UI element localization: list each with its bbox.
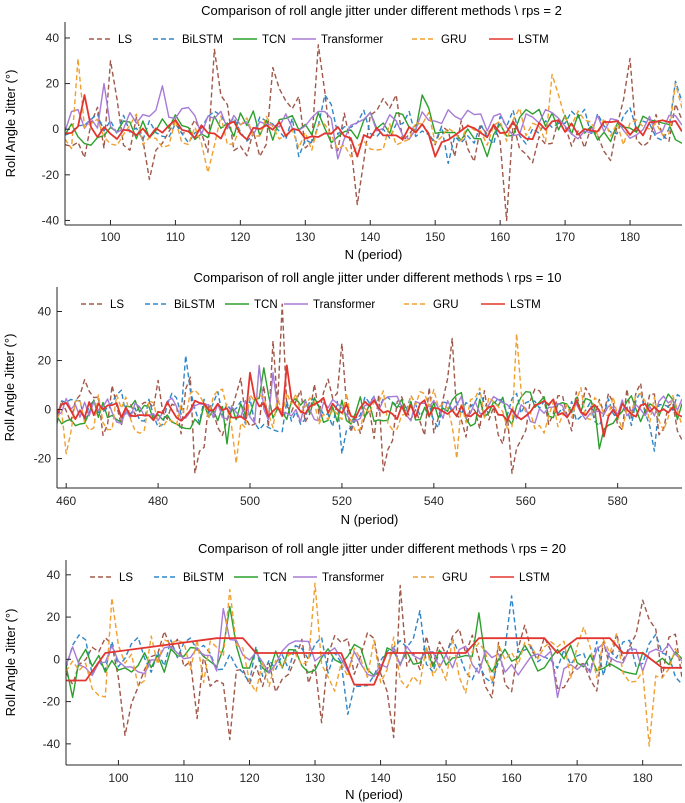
x-tick-label: 460: [56, 494, 76, 508]
series-line-lstm: [65, 94, 682, 158]
x-tick-label: 520: [332, 494, 352, 508]
series-line-transformer: [65, 82, 682, 160]
x-tick-label: 560: [516, 494, 536, 508]
legend-label-ls: LS: [110, 299, 124, 311]
x-tick-label: 100: [100, 230, 120, 244]
legend-label-tcn: TCN: [254, 299, 278, 311]
x-tick-label: 160: [502, 771, 522, 785]
y-tick-label: -20: [42, 168, 60, 182]
y-tick-label: 40: [46, 31, 60, 45]
x-tick-label: 580: [608, 494, 628, 508]
x-tick-label: 110: [166, 230, 185, 244]
chart-title: Comparison of roll angle jitter under di…: [194, 270, 562, 285]
series-line-ls: [66, 584, 682, 741]
y-tick-label: 20: [38, 354, 52, 368]
y-axis-label: Roll Angle Jitter (°): [3, 70, 18, 178]
legend-label-bilstm: BiLSTM: [174, 299, 215, 311]
y-tick-label: 20: [46, 77, 60, 91]
x-tick-label: 160: [490, 230, 510, 244]
chart-title: Comparison of roll angle jitter under di…: [201, 3, 562, 18]
x-tick-label: 120: [239, 771, 259, 785]
legend: LS BiLSTM TCN Transformer GRU LSTM: [89, 34, 549, 46]
series-line-lstm: [66, 637, 682, 686]
legend-label-transformer: Transformer: [321, 34, 383, 46]
x-tick-label: 140: [371, 771, 391, 785]
legend-label-transformer: Transformer: [322, 572, 384, 584]
x-axis-label: N (period): [345, 787, 403, 802]
series-line-transformer: [66, 607, 682, 699]
series-line-gru: [57, 332, 682, 465]
series-group: [65, 44, 682, 222]
x-tick-label: 180: [633, 771, 653, 785]
y-tick-label: 40: [38, 305, 52, 319]
series-line-gru: [66, 582, 682, 747]
x-tick-label: 100: [108, 771, 128, 785]
chart-panel-3: Comparison of roll angle jitter under di…: [3, 541, 682, 802]
x-tick-label: 170: [567, 771, 587, 785]
series-line-ls: [65, 44, 682, 222]
x-tick-label: 540: [424, 494, 444, 508]
series-line-lstm: [57, 364, 682, 438]
legend-label-lstm: LSTM: [518, 34, 549, 46]
y-tick-label: 0: [44, 403, 51, 417]
legend-label-ls: LS: [119, 572, 133, 584]
series-group: [66, 582, 682, 747]
x-tick-label: 180: [620, 230, 640, 244]
x-tick-label: 480: [148, 494, 168, 508]
x-tick-label: 170: [555, 230, 575, 244]
y-axis-label: Roll Angle Jitter (°): [3, 609, 18, 717]
legend-label-gru: GRU: [441, 34, 467, 46]
legend: LS BiLSTM TCN Transformer GRU LSTM: [90, 572, 550, 584]
series-group: [57, 303, 682, 474]
legend-label-tcn: TCN: [263, 572, 287, 584]
legend-label-ls: LS: [118, 34, 132, 46]
y-tick-label: 20: [47, 610, 61, 624]
legend-label-transformer: Transformer: [313, 299, 375, 311]
legend-label-gru: GRU: [433, 299, 459, 311]
legend-label-bilstm: BiLSTM: [182, 34, 223, 46]
x-tick-label: 120: [230, 230, 250, 244]
legend-label-gru: GRU: [442, 572, 468, 584]
x-axis-label: N (period): [345, 247, 403, 262]
series-line-transformer: [57, 364, 682, 424]
legend-label-lstm: LSTM: [510, 299, 541, 311]
y-axis-label: Roll Angle Jitter (°): [2, 334, 17, 442]
x-tick-label: 140: [360, 230, 380, 244]
series-line-ls: [57, 303, 682, 474]
y-tick-label: 0: [52, 122, 59, 136]
x-tick-label: 500: [240, 494, 260, 508]
legend-label-bilstm: BiLSTM: [183, 572, 224, 584]
legend-label-tcn: TCN: [262, 34, 286, 46]
chart-panel-2: Comparison of roll angle jitter under di…: [2, 270, 682, 527]
y-tick-label: -20: [34, 452, 52, 466]
x-tick-label: 130: [305, 771, 325, 785]
x-tick-label: 150: [436, 771, 456, 785]
y-tick-label: 0: [53, 652, 60, 666]
y-tick-label: -20: [43, 695, 61, 709]
x-tick-label: 130: [295, 230, 315, 244]
x-axis-label: N (period): [341, 512, 399, 527]
chart-title: Comparison of roll angle jitter under di…: [198, 541, 566, 556]
y-tick-label: 40: [47, 568, 61, 582]
series-line-tcn: [57, 367, 682, 450]
y-tick-label: -40: [42, 213, 60, 227]
series-line-gru: [65, 57, 682, 174]
legend: LS BiLSTM TCN Transformer GRU LSTM: [81, 299, 541, 311]
legend-label-lstm: LSTM: [519, 572, 550, 584]
chart-panel-1: Comparison of roll angle jitter under di…: [3, 3, 682, 262]
x-tick-label: 110: [174, 771, 193, 785]
series-line-bilstm: [66, 595, 682, 715]
x-tick-label: 150: [425, 230, 445, 244]
y-tick-label: -40: [43, 737, 61, 751]
